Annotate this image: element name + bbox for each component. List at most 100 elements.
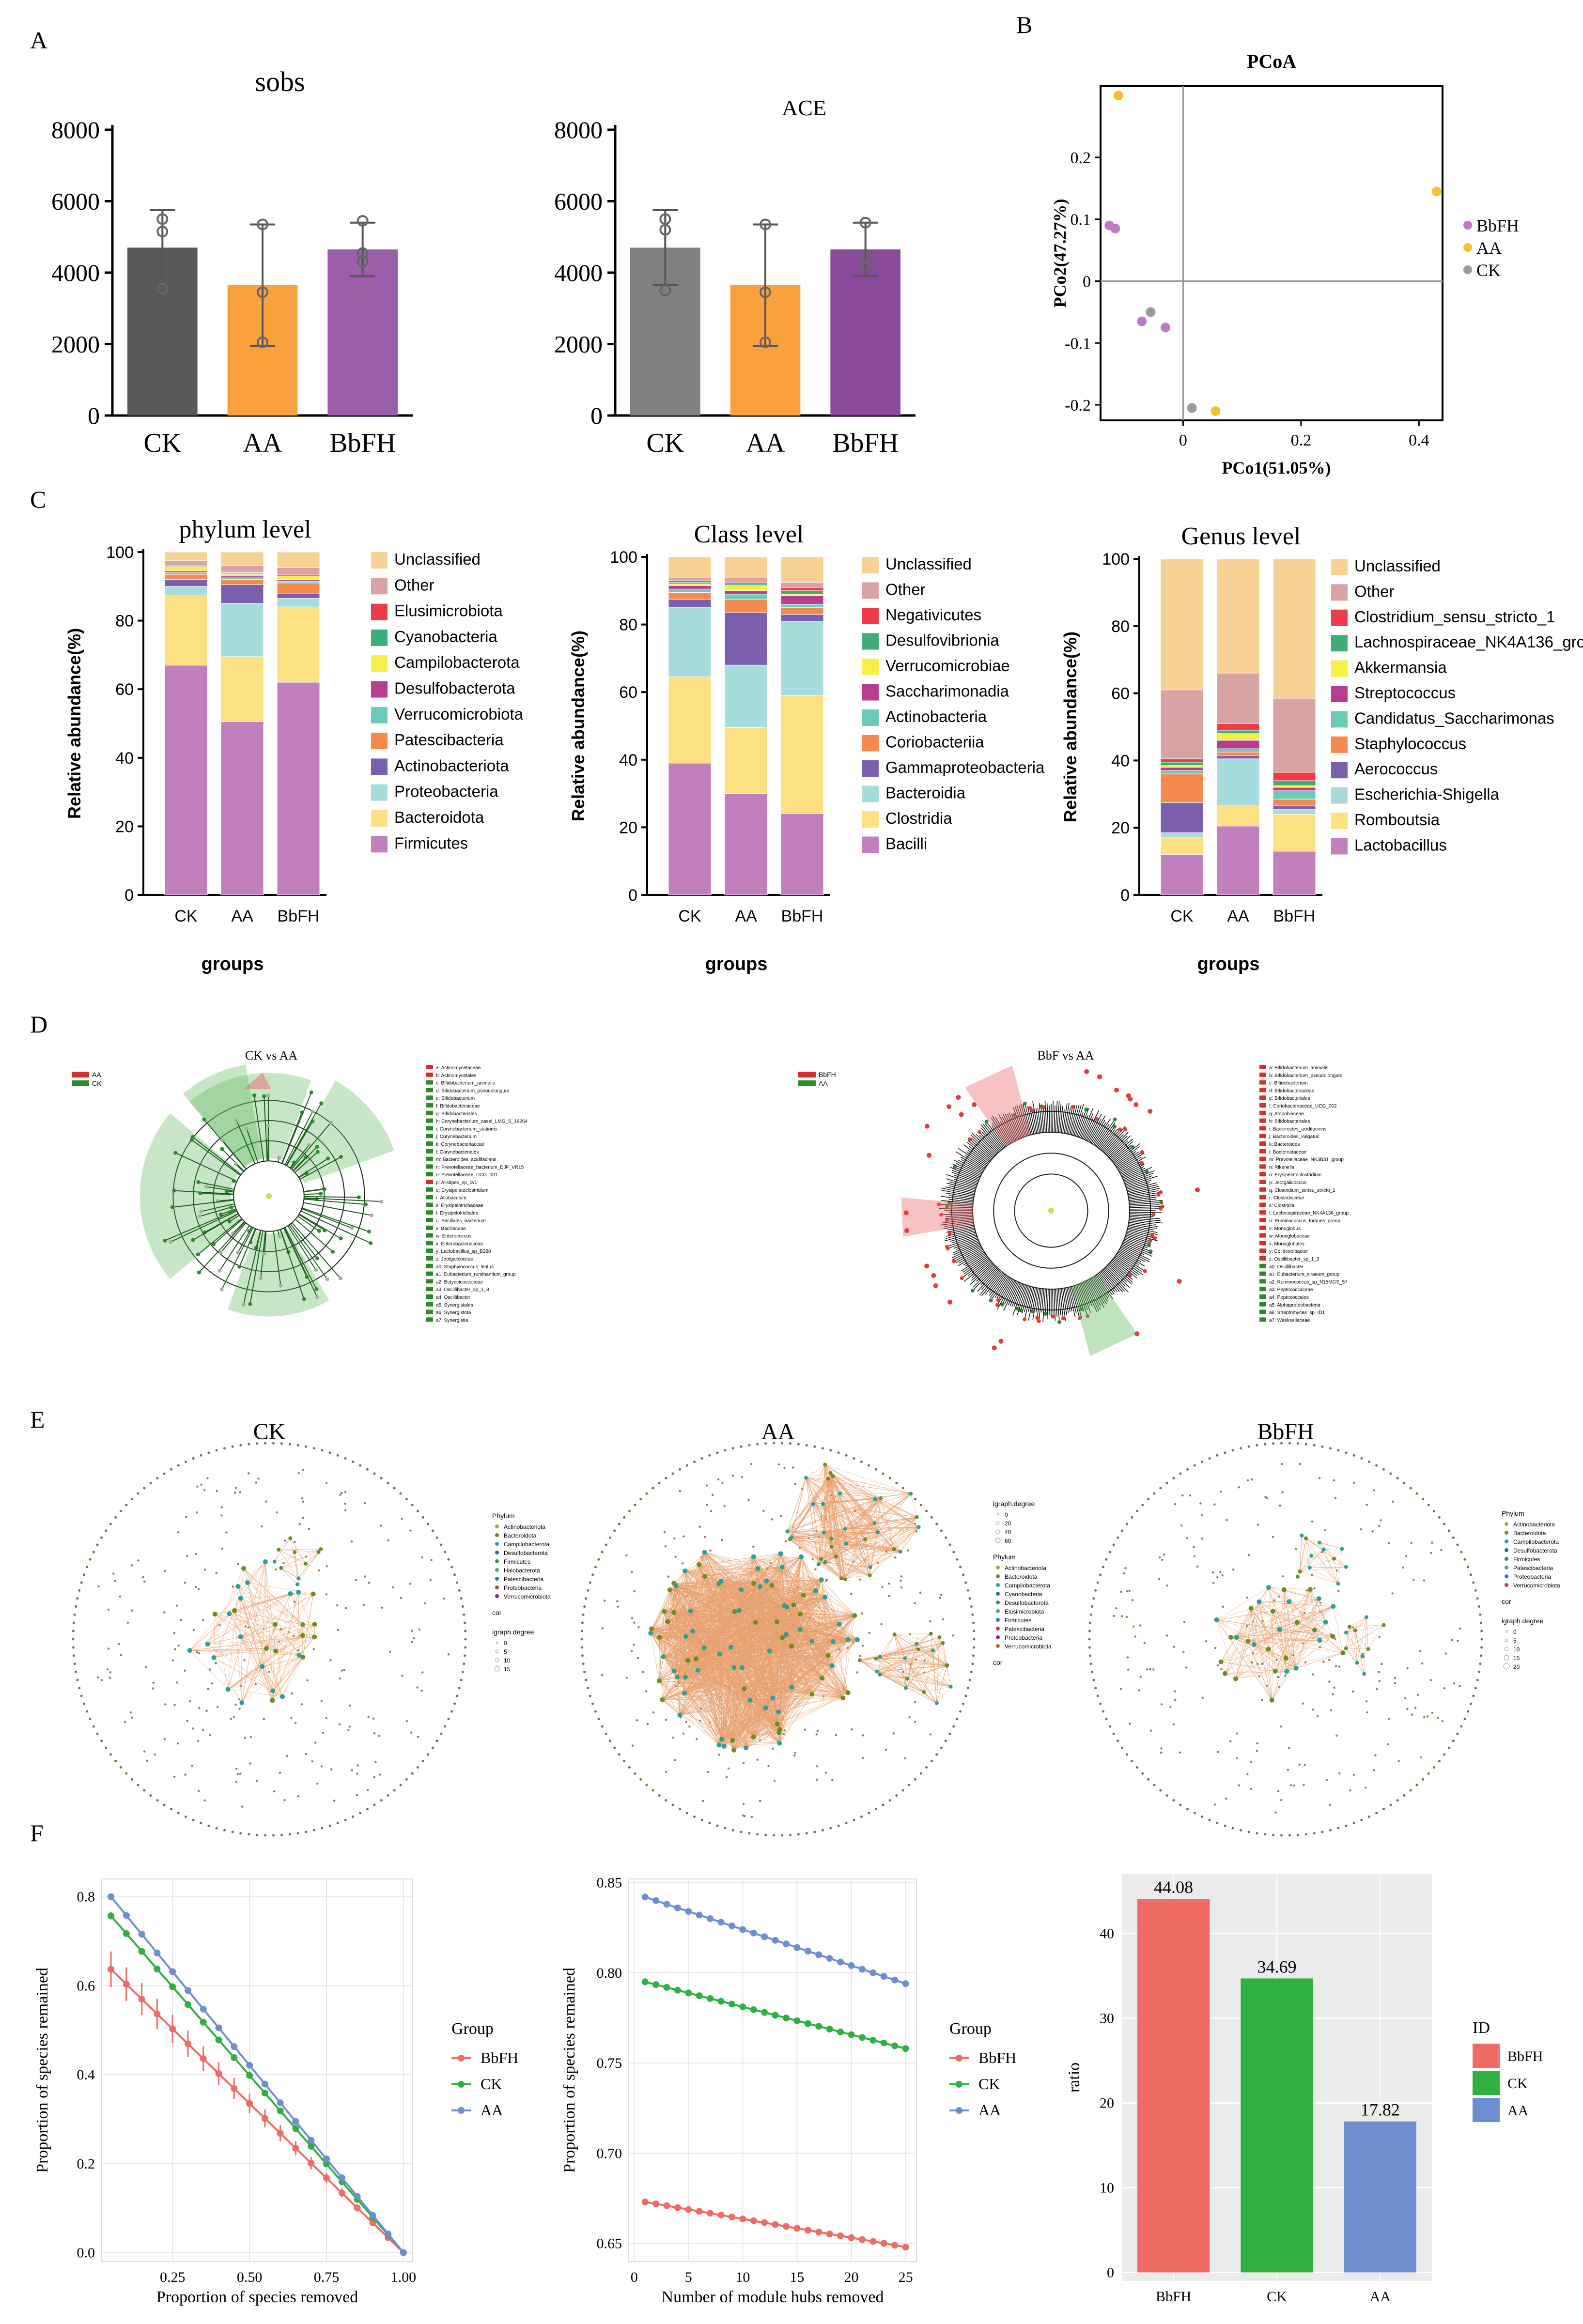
network-node [625,1677,628,1679]
legend-swatch [1259,1248,1266,1253]
network-node [176,1742,179,1745]
network-node [232,1585,234,1588]
x-tick-label: 0.2 [1291,431,1312,449]
network-node [780,1834,783,1837]
clade-branch [304,1193,321,1195]
legend-label: CK [92,1079,102,1087]
network-edge [828,1641,834,1656]
clade-branch [1116,1254,1142,1272]
network-node [456,1694,459,1697]
clade-node [1037,1319,1041,1323]
network-edge [280,1568,299,1579]
network-edge [813,1504,878,1533]
x-tick-label: AA [1227,907,1249,925]
network-node [364,1575,366,1578]
legend-swatch [1259,1225,1266,1230]
clade-node [1035,1316,1040,1320]
clade-branch [299,1156,341,1180]
network-node [688,1608,693,1614]
legend-swatch [426,1072,433,1077]
legend-swatch [426,1202,433,1207]
clade-branch [1088,1279,1105,1308]
y-tick-label: 60 [619,683,637,702]
network-node [956,1558,959,1561]
network-node [296,1444,299,1447]
network-node [804,1728,807,1731]
network-edge [189,1648,266,1651]
clade-node [1015,1307,1020,1311]
legend-label: Unclassified [1354,557,1441,575]
clade-branch [1056,1101,1060,1133]
network-node [450,1710,453,1713]
legend-label: a6: Streptomyces_sp_ID1 [1269,1310,1325,1316]
network-node [780,1515,783,1517]
clade-branch [976,1264,994,1282]
legend-label: AA [92,1071,101,1078]
clade-marker [956,1095,961,1100]
network-node [177,1644,180,1647]
network-node [248,1833,250,1836]
network-title-bbfh: BbFH [1257,1419,1314,1445]
legend-swatch [1259,1287,1266,1292]
network-node [880,1623,883,1626]
clade-branch [1113,1258,1137,1276]
clade-branch [304,1197,382,1202]
legend-label: CK [1476,261,1501,280]
panel-label-c: C [30,486,46,513]
network-node [845,1690,851,1695]
network-edge [733,1667,754,1737]
network-node [690,1629,696,1634]
network-edge [274,1549,279,1562]
network-edge [772,1698,778,1724]
network-edge [229,1561,266,1614]
legend-label: n: Rikenella [1269,1165,1295,1170]
network-edge [771,1585,773,1698]
network-edge [290,1538,299,1579]
network-edge [760,1586,829,1656]
legend-swatch [1463,265,1472,274]
clade-branch [1126,1233,1150,1242]
legend-swatch [426,1256,433,1261]
network-node [314,1741,317,1744]
network-node [829,1827,832,1830]
network-edge [664,1583,754,1612]
network-node [940,1529,943,1532]
network-node [830,1639,836,1644]
clade-branch [1084,1110,1099,1140]
network-edge [298,1592,315,1637]
legend-swatch [1259,1103,1266,1108]
clade-node [1113,1124,1117,1129]
network-node [238,1596,243,1601]
clade-branch [1125,1236,1149,1245]
network-node [399,1784,402,1786]
network-node [254,1683,257,1686]
network-node [914,1721,916,1723]
legend-label: a3: Oscillibacter_sp_1_3 [436,1287,489,1293]
network-node [272,1834,275,1837]
network-node [702,1574,707,1579]
network-edge [828,1478,895,1550]
network-node [914,1602,916,1604]
legend-label: k: Bacteroides [1269,1142,1300,1147]
clade-branch [1013,1283,1024,1307]
network-node [272,1559,277,1564]
clade-branch [949,1167,979,1180]
legend-swatch [862,735,879,752]
clade-node [319,1191,323,1196]
clade-branch [1091,1119,1106,1144]
legend-label: a5: Synergistales [436,1303,473,1308]
legend-swatch [1331,736,1348,753]
clade-branch [1118,1250,1145,1267]
clade-branch [1076,1284,1088,1316]
network-node [789,1644,794,1649]
network-edge [673,1552,705,1584]
clade-node [190,1135,195,1139]
stack-segment [724,599,768,613]
y-tick-label: 20 [115,817,134,836]
clade-branch [1102,1126,1126,1152]
network-node [649,1626,654,1631]
network-node [617,1605,619,1608]
network-node [861,1645,864,1647]
network-node [212,1612,217,1617]
network-node [631,1571,633,1573]
